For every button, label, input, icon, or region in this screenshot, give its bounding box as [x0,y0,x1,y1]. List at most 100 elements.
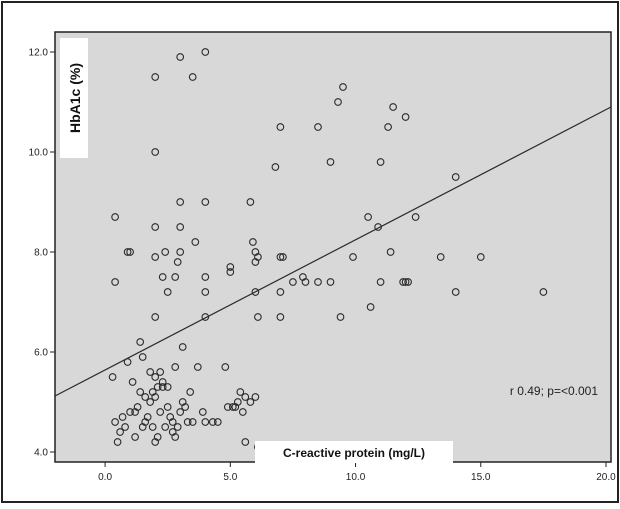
x-tick-label: 20.0 [596,472,616,483]
data-point [151,438,160,446]
data-point [246,198,255,206]
data-point [241,393,250,401]
points-layer [108,48,548,451]
data-point [238,408,247,416]
data-point [126,248,134,256]
x-tick-label: 10.0 [346,472,366,483]
data-point [176,408,185,416]
data-point [158,383,167,391]
data-point [198,408,207,416]
data-point [339,83,347,91]
data-point [201,198,210,206]
data-point [201,313,210,321]
data-point [138,423,147,431]
data-point [146,368,155,376]
data-point [364,213,372,221]
data-point [121,423,129,431]
data-point [151,148,160,156]
x-axis-label-box [255,441,453,463]
data-point [163,403,172,411]
data-point [148,423,157,431]
data-point [108,373,117,381]
data-point [176,248,185,256]
data-point [131,408,139,416]
data-point [111,418,119,426]
data-point [151,253,160,261]
y-tick-label: 4.0 [34,448,48,459]
data-point [289,278,297,286]
data-point [389,103,397,111]
data-point [136,338,145,346]
data-point [113,438,122,446]
data-point [158,378,167,386]
data-point [251,288,260,296]
data-point [376,158,385,166]
data-point [374,223,382,231]
data-point [326,278,335,286]
data-point [156,408,165,416]
data-point [276,253,285,261]
data-point [188,418,197,426]
x-tick-label: 0.0 [98,472,112,483]
data-point [201,288,210,296]
y-tick-label: 10.0 [29,148,49,159]
data-point [246,398,255,406]
data-point [191,238,200,246]
data-point [386,248,395,256]
data-point [476,253,485,261]
data-point [156,368,165,376]
data-point [314,123,322,131]
data-point [138,353,147,361]
data-point [201,273,210,281]
data-point [314,278,322,286]
regression-line [54,106,612,397]
data-point [236,388,245,396]
data-point [126,408,134,416]
data-point [279,253,287,261]
data-point [151,313,160,321]
data-point [141,393,150,401]
data-point [176,53,185,61]
data-point [226,268,235,276]
data-point [153,383,162,391]
data-point [186,388,195,396]
data-point [163,288,172,296]
data-point [201,48,210,56]
data-point [276,313,285,321]
data-point [404,278,412,286]
data-point [146,398,155,406]
x-axis-label: C-reactive protein (mg/L) [283,446,425,460]
data-point [201,418,210,426]
data-point [276,288,285,296]
data-point [213,418,222,426]
data-point [326,158,335,166]
data-point [228,403,237,411]
data-point [376,278,385,286]
data-point [233,398,242,406]
y-tick-label: 6.0 [34,348,48,359]
data-point [123,248,132,256]
data-point [151,373,160,381]
y-axis-label-box [60,38,88,158]
data-point [173,423,182,431]
data-point [249,238,257,246]
data-point [151,223,160,231]
data-point [111,278,119,286]
data-point [349,253,357,261]
y-tick-label: 12.0 [29,48,49,59]
x-axis: 0.0 5.0 10.0 15.0 20.0 [98,462,616,483]
data-point [223,403,232,411]
fit-line-layer [54,106,612,397]
data-point [136,388,145,396]
data-point [271,163,280,171]
data-point [181,403,190,411]
data-point [451,288,460,296]
data-point [539,288,548,296]
data-point [451,173,460,181]
data-point [241,438,250,446]
data-point [188,73,197,81]
data-point [336,313,345,321]
data-point [178,343,187,351]
